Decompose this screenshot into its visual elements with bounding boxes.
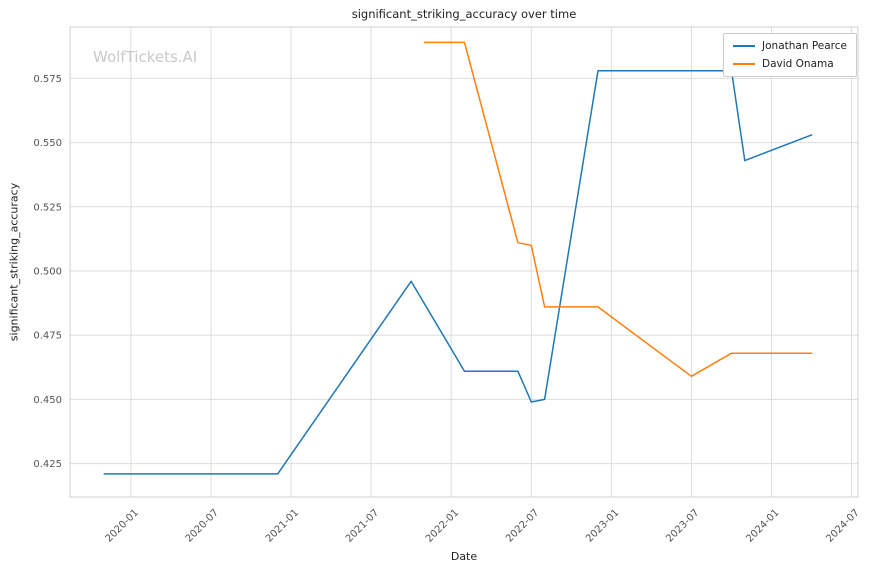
y-tick-label: 0.500 xyxy=(33,266,62,277)
legend-item: Jonathan Pearce xyxy=(733,40,847,52)
x-tick-label: 2022-01 xyxy=(424,507,461,544)
legend-item: David Onama xyxy=(733,58,847,70)
plot-border xyxy=(69,26,859,498)
x-axis-label: Date xyxy=(450,550,478,563)
legend-swatch-david-onama xyxy=(733,63,756,65)
legend-label-david-onama: David Onama xyxy=(762,58,834,70)
legend-swatch-jonathan-pearce xyxy=(733,45,756,47)
y-tick-label: 0.425 xyxy=(33,459,62,470)
series-line-jonathan-pearce xyxy=(103,69,813,475)
y-tick-label: 0.575 xyxy=(33,74,62,85)
x-tick-label: 2021-07 xyxy=(344,507,381,544)
x-tick-label: 2020-07 xyxy=(184,507,221,544)
chart-title: significant_striking_accuracy over time xyxy=(351,7,577,21)
series-line-david-onama xyxy=(423,41,813,378)
x-tick-label: 2024-01 xyxy=(744,507,781,544)
x-tick-label: 2023-01 xyxy=(584,507,621,544)
y-tick-label: 0.525 xyxy=(33,202,62,213)
y-axis-label: significant_striking_accuracy xyxy=(7,182,21,342)
x-tick-label: 2024-07 xyxy=(824,507,861,544)
legend: Jonathan Pearce David Onama xyxy=(723,33,857,77)
y-tick-label: 0.550 xyxy=(33,138,62,149)
y-tick-label: 0.450 xyxy=(33,395,62,406)
x-tick-label: 2021-01 xyxy=(264,507,301,544)
y-tick-label: 0.475 xyxy=(33,331,62,342)
x-tick-label: 2020-01 xyxy=(104,507,141,544)
legend-label-jonathan-pearce: Jonathan Pearce xyxy=(762,40,847,52)
x-tick-label: 2023-07 xyxy=(664,507,701,544)
watermark: WolfTickets.AI xyxy=(93,48,198,66)
x-tick-label: 2022-07 xyxy=(504,507,541,544)
